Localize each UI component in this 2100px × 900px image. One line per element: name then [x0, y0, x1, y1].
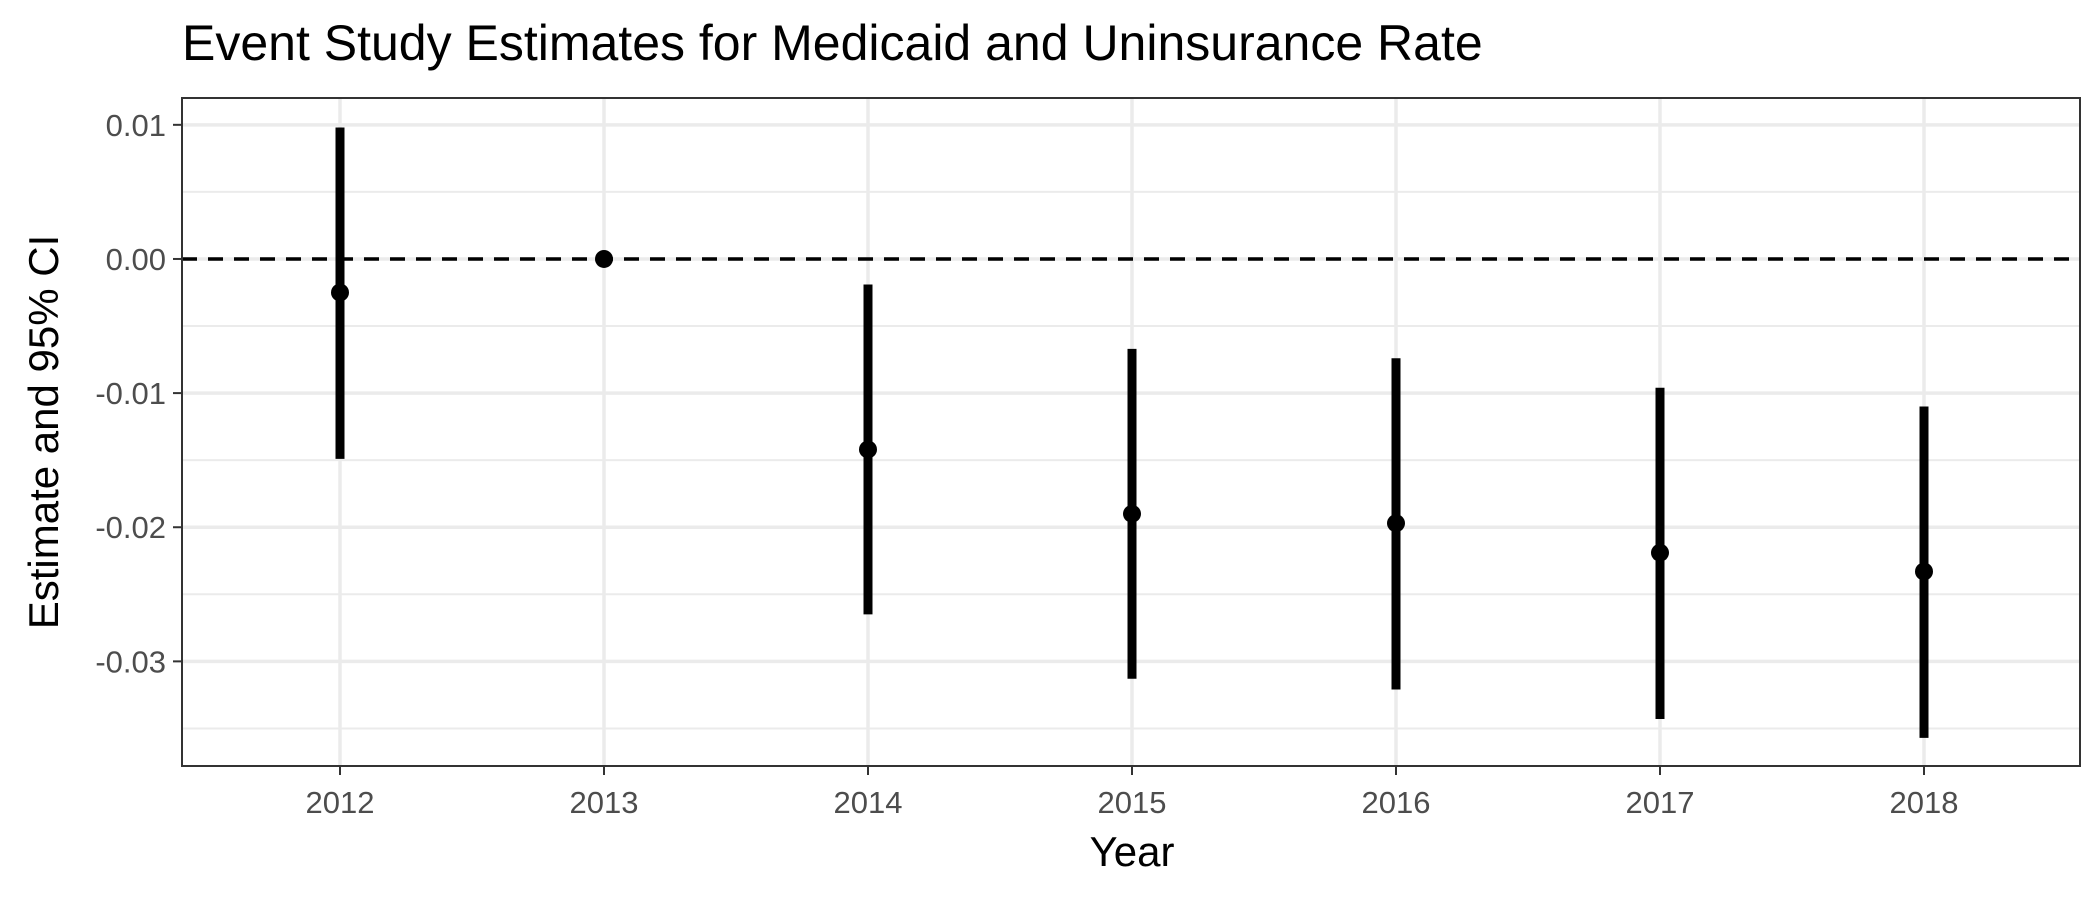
y-tick-label: -0.03	[95, 644, 166, 679]
estimate-point-2016	[1387, 514, 1405, 533]
estimate-point-2012	[331, 283, 349, 302]
y-tick-label: -0.01	[95, 376, 166, 411]
estimate-points	[331, 249, 1933, 581]
x-tick-label-2014: 2014	[834, 785, 903, 820]
y-tick-label: 0.01	[106, 108, 166, 143]
x-tick-label-2012: 2012	[306, 785, 375, 820]
chart-title: Event Study Estimates for Medicaid and U…	[182, 15, 1483, 71]
x-tick-label-2018: 2018	[1890, 785, 1959, 820]
estimate-point-2018	[1915, 562, 1933, 581]
y-tick-label: 0.00	[106, 242, 166, 277]
x-tick-label-2015: 2015	[1098, 785, 1167, 820]
x-tick-label-2016: 2016	[1362, 785, 1431, 820]
estimate-point-2015	[1123, 504, 1141, 523]
x-tick-label-2017: 2017	[1626, 785, 1695, 820]
estimate-point-2017	[1651, 543, 1669, 562]
y-axis-ticks: 0.01 0.00 -0.01 -0.02 -0.03	[95, 108, 182, 679]
x-axis-ticks: 2012 2013 2014 2015 2016 2017 2018	[306, 766, 1959, 820]
x-axis-title: Year	[1090, 828, 1175, 875]
estimate-point-2013	[595, 249, 613, 268]
x-tick-label-2013: 2013	[570, 785, 639, 820]
y-axis-title: Estimate and 95% CI	[20, 235, 67, 630]
y-tick-label: -0.02	[95, 510, 166, 545]
estimate-point-2014	[859, 440, 877, 459]
